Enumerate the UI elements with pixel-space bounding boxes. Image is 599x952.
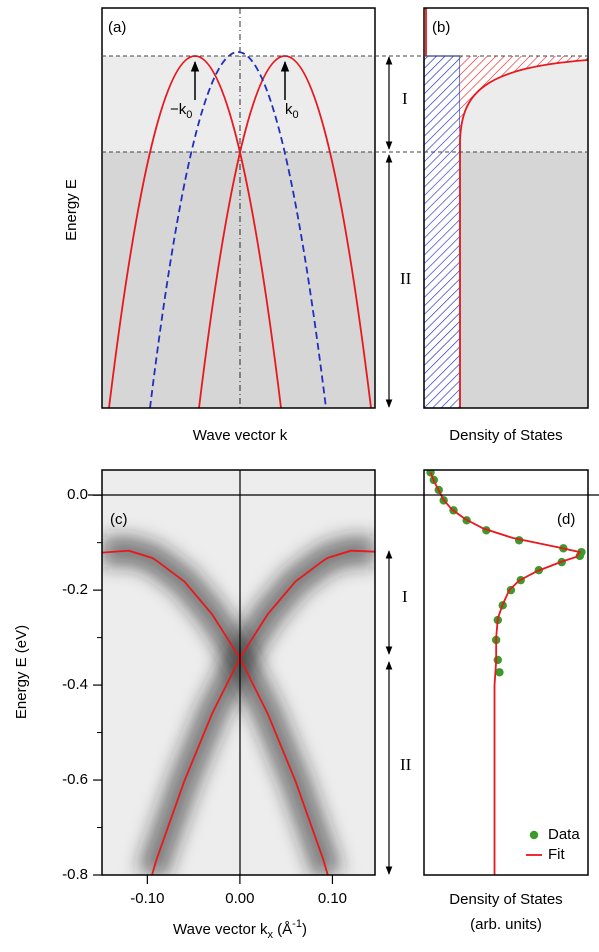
- region-label: I: [402, 89, 408, 108]
- dos-degenerate: [424, 56, 460, 408]
- y-tick-label: -0.6: [62, 771, 88, 788]
- region-label: II: [400, 269, 412, 288]
- y-tick-label: -0.4: [62, 676, 88, 693]
- data-point: [494, 656, 502, 664]
- panel-a: (a) −k0 k0 I II Energy E Wave vector k: [63, 8, 412, 444]
- x-axis-label: (arb. units): [470, 916, 542, 933]
- dos-plot: [426, 468, 585, 875]
- panel-label: (a): [108, 19, 126, 36]
- y-tick-label: 0.0: [67, 486, 88, 503]
- fit-line: [431, 472, 580, 875]
- legend-marker: [530, 831, 538, 839]
- y-axis-label: Energy E (eV): [13, 625, 30, 719]
- region-label: I: [402, 587, 408, 606]
- panel-label: (b): [432, 19, 450, 36]
- legend-label: Fit: [548, 846, 565, 863]
- panel-label: (c): [110, 511, 128, 528]
- panel-label: (d): [557, 511, 575, 528]
- region-two: [102, 152, 375, 408]
- panel-d: (d) Density of States (arb. units): [424, 468, 588, 933]
- x-axis-label: Wave vector kx (Å-1): [173, 918, 307, 941]
- page: (a) −k0 k0 I II Energy E Wave vector k (…: [0, 0, 599, 952]
- x-axis-label: Density of States: [449, 891, 562, 908]
- y-axis-label: Energy E: [63, 179, 80, 241]
- panel-b: (b) Density of States: [424, 8, 588, 444]
- figure: (a) −k0 k0 I II Energy E Wave vector k (…: [0, 0, 599, 952]
- x-tick-label: 0.10: [318, 890, 347, 907]
- x-tick-label: -0.10: [130, 890, 164, 907]
- y-tick-label: -0.8: [62, 866, 88, 883]
- x-axis-label: Wave vector k: [193, 427, 288, 444]
- y-tick-label: -0.2: [62, 581, 88, 598]
- x-axis-label: Density of States: [449, 427, 562, 444]
- legend-label: Data: [548, 826, 580, 843]
- region-one: [102, 56, 375, 152]
- region-label: II: [400, 755, 412, 774]
- frame: [424, 470, 588, 875]
- x-tick-label: 0.00: [225, 890, 254, 907]
